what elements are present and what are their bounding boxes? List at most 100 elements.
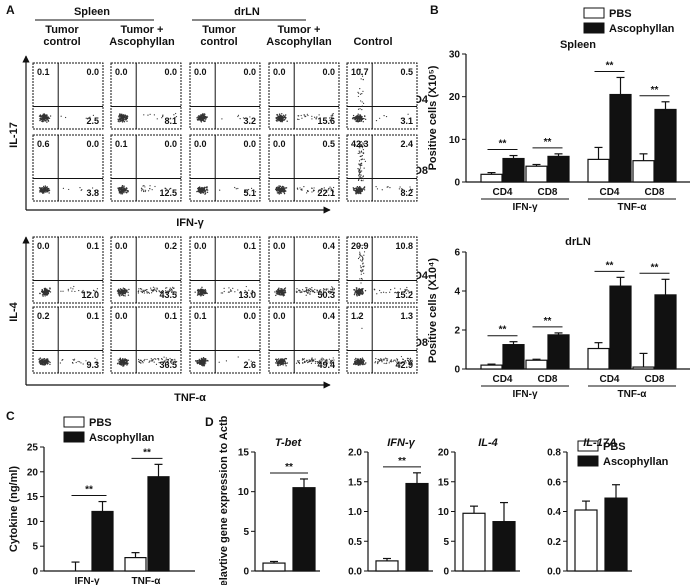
facs-event [355, 192, 358, 194]
facs-event [357, 117, 359, 119]
facs-event [358, 291, 361, 293]
bar-ascophyllan [547, 334, 570, 370]
facs-event [75, 361, 77, 364]
facs-event [119, 295, 121, 297]
facs-event [283, 192, 286, 195]
facs-event [362, 142, 364, 144]
facs-event [405, 190, 408, 193]
facs-event [41, 188, 43, 191]
facs-event [310, 288, 312, 291]
facs-event [223, 290, 225, 293]
facs-event [358, 192, 360, 194]
facs-event [218, 361, 220, 363]
facs-event [358, 146, 360, 148]
facs-event [314, 288, 316, 291]
facs-event [409, 363, 411, 365]
facs-event [360, 174, 362, 176]
facs-event [364, 115, 366, 118]
facs-event [163, 356, 165, 358]
quadrant-upper-right: 0.1 [164, 311, 177, 321]
facs-event [142, 190, 145, 193]
col-header-2-line2: Ascophyllan [109, 36, 175, 48]
facs-event [374, 362, 376, 364]
facs-event [49, 363, 51, 366]
facs-event [41, 117, 43, 119]
chart-title: IL-17A [583, 437, 617, 449]
facs-event [164, 360, 166, 362]
facs-event [361, 357, 364, 359]
facs-event [171, 359, 173, 361]
facs-event [297, 115, 299, 117]
facs-plot-frame [110, 62, 182, 130]
facs-event [385, 292, 387, 294]
facs-event [357, 245, 360, 247]
facs-event [362, 244, 364, 247]
facs-event [331, 291, 333, 293]
facs-event [144, 289, 147, 292]
facs-event [282, 191, 284, 193]
facs-event [329, 361, 331, 364]
facs-event [276, 363, 279, 365]
significance-label: ** [651, 85, 659, 96]
facs-event [154, 358, 156, 360]
facs-event [120, 292, 122, 294]
facs-events [39, 285, 98, 297]
facs-event [358, 172, 361, 174]
facs-event [361, 162, 363, 164]
facs-event [202, 361, 205, 363]
facs-event [303, 186, 305, 188]
facs-event [285, 187, 288, 189]
facs-event [141, 291, 143, 293]
facs-event [295, 291, 298, 293]
facs-event [383, 358, 385, 360]
category-label: CD4 [492, 187, 512, 198]
facs-event [155, 290, 158, 293]
facs-event [361, 101, 363, 103]
facs-event [359, 167, 362, 169]
facs-event [199, 190, 201, 192]
significance-label: ** [85, 485, 93, 496]
facs-event [141, 189, 143, 191]
facs-event [201, 289, 204, 292]
facs-event [124, 363, 126, 365]
facs-event [399, 186, 401, 188]
facs-event [197, 190, 199, 192]
facs-event [151, 359, 153, 361]
axis-label-ifng: IFN-γ [176, 217, 204, 229]
quadrant-upper-right: 0.5 [400, 67, 413, 77]
facs-event [140, 290, 142, 292]
facs-event [301, 289, 304, 291]
col-header-2-line1: Tumor + [121, 24, 164, 36]
facs-event [307, 292, 309, 294]
facs-event [146, 292, 148, 294]
facs-event [81, 291, 83, 293]
facs-event [359, 360, 362, 363]
category-label: CD8 [537, 374, 557, 385]
facs-event [388, 362, 390, 364]
facs-event [356, 295, 358, 297]
facs-event [170, 362, 173, 364]
facs-event [245, 285, 247, 288]
facs-event [283, 189, 285, 192]
facs-event [80, 189, 82, 191]
facs-event [400, 355, 403, 358]
facs-events [351, 68, 409, 123]
facs-event [174, 360, 176, 362]
facs-event [357, 152, 359, 155]
facs-event [359, 186, 361, 188]
facs-event [316, 289, 319, 291]
facs-event [127, 359, 130, 361]
facs-event [248, 289, 250, 291]
facs-event [280, 192, 282, 195]
facs-event [38, 187, 41, 189]
facs-event [161, 115, 164, 118]
facs-event [360, 144, 362, 146]
facs-event [200, 360, 202, 362]
facs-event [333, 359, 335, 361]
facs-event [327, 189, 329, 191]
facs-plot: 0.0 0.1 13.0 [189, 236, 261, 304]
facs-event [300, 291, 302, 294]
quadrant-upper-left: 0.6 [37, 139, 50, 149]
facs-event [124, 291, 126, 293]
facs-event [356, 186, 359, 188]
